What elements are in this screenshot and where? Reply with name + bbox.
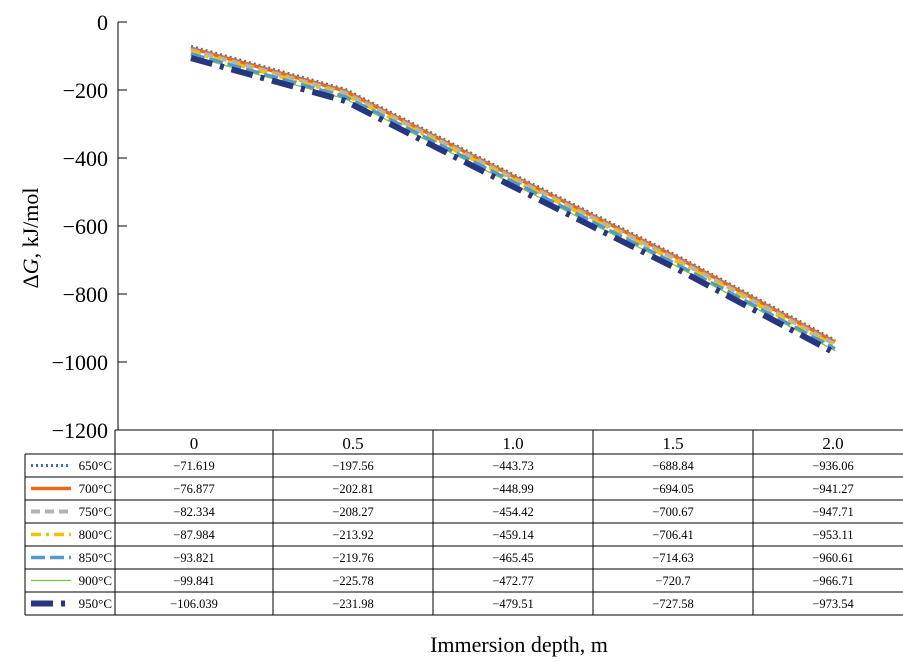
series-layer: [190, 44, 837, 356]
series-line-800C: [190, 50, 836, 348]
table-cell: −727.58: [652, 597, 693, 611]
x-category-label: 0.5: [342, 434, 363, 453]
table-cell: −688.84: [652, 459, 694, 473]
data-table: 0 0.5 1.0 1.5 2.0 650°C −71.619 −197.56 −443.73 −…: [24, 429, 903, 616]
legend-label: 750°C: [79, 504, 112, 519]
legend-label: 950°C: [79, 596, 112, 611]
table-cell: −947.71: [812, 505, 853, 519]
y-tick-label: −400: [63, 146, 108, 171]
y-axis: 0 −200 −400 −600 −800 −1000 −1200: [52, 10, 127, 443]
table-cell: −966.71: [812, 574, 853, 588]
table-cell: −448.99: [492, 482, 533, 496]
table-cell: −936.06: [812, 459, 853, 473]
series-line-900C: [190, 55, 836, 352]
table-cell: −472.77: [492, 574, 533, 588]
table-cell: −465.45: [492, 551, 533, 565]
table-cell: −225.78: [332, 574, 373, 588]
table-cell: −706.41: [652, 528, 693, 542]
legend-label: 700°C: [79, 481, 112, 496]
table-cell: −93.821: [173, 551, 214, 565]
y-tick-label: 0: [97, 10, 108, 35]
y-tick-label: −1000: [52, 350, 108, 375]
y-tick-label: −800: [63, 282, 108, 307]
table-cell: −82.334: [173, 505, 215, 519]
table-cell: −202.81: [332, 482, 373, 496]
table-cell: −720.7: [655, 574, 690, 588]
table-cell: −71.619: [173, 459, 214, 473]
table-cell: −87.984: [173, 528, 215, 542]
table-cell: −960.61: [812, 551, 853, 565]
table-cell: −219.76: [332, 551, 373, 565]
y-tick-label: −600: [63, 214, 108, 239]
table-cell: −208.27: [332, 505, 373, 519]
table-cell: −213.92: [332, 528, 373, 542]
legend-label: 800°C: [79, 527, 112, 542]
table-cell: −714.63: [652, 551, 693, 565]
table-cell: −700.67: [652, 505, 693, 519]
y-tick-label: −200: [63, 78, 108, 103]
series-line-850C: [190, 52, 836, 351]
series-line-950C: [190, 55, 837, 356]
table-cell: −459.14: [492, 528, 534, 542]
table-cell: −99.841: [173, 574, 214, 588]
y-tick-label: −1200: [52, 418, 108, 443]
table-cell: −197.56: [332, 459, 373, 473]
table-cell: −973.54: [812, 597, 854, 611]
table-cell: −479.51: [492, 597, 533, 611]
table-cell: −106.039: [170, 597, 218, 611]
legend-label: 850°C: [79, 550, 112, 565]
x-category-label: 2.0: [822, 434, 843, 453]
x-category-label: 0: [190, 434, 199, 453]
table-cell: −694.05: [652, 482, 693, 496]
x-category-label: 1.0: [502, 434, 523, 453]
y-axis-label: ΔG, kJ/mol: [18, 188, 43, 289]
table-cell: −953.11: [813, 528, 854, 542]
table-cell: −941.27: [812, 482, 853, 496]
table-cell: −231.98: [332, 597, 373, 611]
table-cell: −443.73: [492, 459, 533, 473]
legend-label: 900°C: [79, 573, 112, 588]
x-axis-label: Immersion depth, m: [430, 632, 608, 657]
x-category-label: 1.5: [662, 434, 683, 453]
table-cell: −76.877: [173, 482, 214, 496]
table-cell: −454.42: [492, 505, 533, 519]
legend-label: 650°C: [79, 458, 112, 473]
